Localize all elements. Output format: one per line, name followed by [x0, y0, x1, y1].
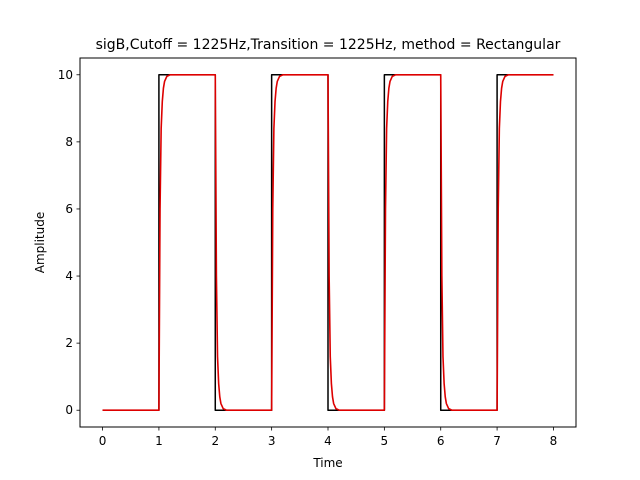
x-axis: 0 1 2 3 4 5 6 7 8: [99, 427, 558, 448]
y-axis-label: Amplitude: [33, 212, 47, 274]
x-tick-label: 4: [324, 434, 332, 448]
x-tick-label: 0: [99, 434, 107, 448]
x-tick-label: 1: [155, 434, 163, 448]
y-tick-label: 4: [65, 269, 73, 283]
x-tick-label: 7: [493, 434, 501, 448]
x-axis-label: Time: [312, 456, 342, 470]
chart-title: sigB,Cutoff = 1225Hz,Transition = 1225Hz…: [96, 37, 561, 53]
y-tick-label: 2: [65, 336, 73, 350]
x-tick-label: 6: [437, 434, 445, 448]
y-tick-label: 10: [58, 68, 73, 82]
x-tick-label: 8: [550, 434, 558, 448]
y-tick-label: 0: [65, 403, 73, 417]
x-tick-label: 5: [381, 434, 389, 448]
x-tick-label: 3: [268, 434, 276, 448]
series-line-2: [102, 73, 554, 412]
y-tick-label: 8: [65, 135, 73, 149]
x-tick-label: 2: [211, 434, 219, 448]
series-layer: [102, 73, 554, 412]
y-tick-label: 6: [65, 202, 73, 216]
y-axis: 0 2 4 6 8 10: [58, 68, 80, 417]
